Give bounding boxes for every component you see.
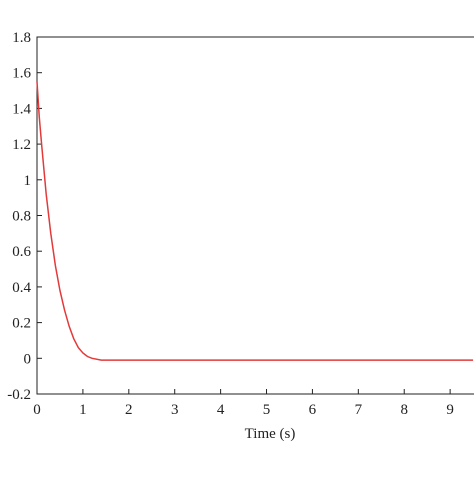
y-tick-label: 0.4 <box>12 280 31 296</box>
x-tick-label: 8 <box>400 402 408 418</box>
x-tick-label: 3 <box>171 402 179 418</box>
plot-frame <box>36 36 474 395</box>
y-tick-label: 1.4 <box>12 101 31 117</box>
data-line <box>36 81 474 361</box>
y-tick-label: 0 <box>24 351 32 367</box>
x-tick-label: 9 <box>446 402 454 418</box>
y-tick-label: 1.6 <box>12 66 31 82</box>
x-tick-label: 7 <box>355 402 363 418</box>
y-tick-label: 1.8 <box>12 30 31 46</box>
y-tick-label: 0.2 <box>12 316 31 332</box>
x-tick-label: 2 <box>125 402 133 418</box>
y-tick-label: 1 <box>24 173 32 189</box>
y-tick-label: 0.8 <box>12 209 31 225</box>
x-tick-label: 1 <box>79 402 87 418</box>
y-tick-label: 1.2 <box>12 137 31 153</box>
x-tick-label: 5 <box>263 402 271 418</box>
x-axis-label: Time (s) <box>245 426 296 442</box>
x-tick-label: 4 <box>217 402 225 418</box>
y-tick-label: 0.6 <box>12 244 31 260</box>
x-tick-label: 6 <box>309 402 317 418</box>
x-tick-label: 0 <box>33 402 41 418</box>
y-tick-label: -0.2 <box>7 387 31 403</box>
